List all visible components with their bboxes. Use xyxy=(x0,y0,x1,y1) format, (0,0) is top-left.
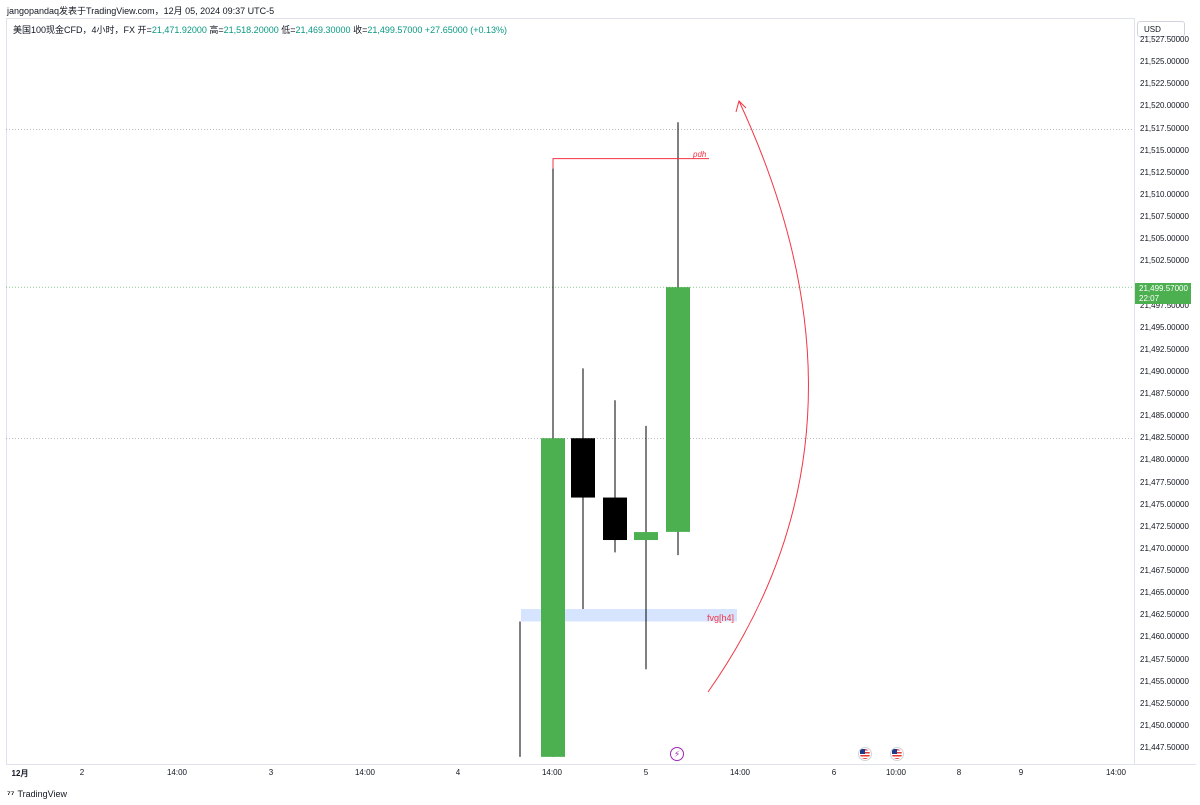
price-tick-label: 21,522.50000 xyxy=(1140,79,1189,89)
price-tick-label: 21,480.00000 xyxy=(1140,455,1189,465)
curved-arrow-head xyxy=(735,100,747,113)
currency-selector[interactable]: USD xyxy=(1137,21,1185,37)
price-tick-label: 21,455.00000 xyxy=(1140,676,1189,686)
candle-body xyxy=(541,438,565,757)
time-tick-label: 4 xyxy=(455,768,461,777)
price-tick-label: 21,477.50000 xyxy=(1140,477,1189,487)
open-value: 21,471.92000 xyxy=(151,25,207,35)
time-tick-label: 10:00 xyxy=(885,768,907,777)
price-tick-label: 21,462.50000 xyxy=(1140,610,1189,620)
price-tick-label: 21,512.50000 xyxy=(1140,167,1189,177)
price-tick-label: 21,520.00000 xyxy=(1140,101,1189,111)
price-tick-label: 21,492.50000 xyxy=(1140,344,1189,354)
price-tick-label: 21,482.50000 xyxy=(1140,433,1189,443)
price-tick-label: 21,495.00000 xyxy=(1140,322,1189,332)
price-tick-label: 21,450.00000 xyxy=(1140,720,1189,730)
price-tick-label: 21,497.50000 xyxy=(1140,300,1189,310)
time-tick-label: 14:00 xyxy=(541,768,563,777)
time-tick-label: 3 xyxy=(268,768,274,777)
chart-plot-area[interactable] xyxy=(6,18,1134,764)
price-tick-label: 21,510.00000 xyxy=(1140,189,1189,199)
tradingview-logo[interactable]: ⁷⁷ TradingView xyxy=(7,789,67,799)
price-tick-label: 21,447.50000 xyxy=(1140,743,1189,752)
time-tick-label: 14:00 xyxy=(166,768,188,777)
tradingview-logo-mark: ⁷⁷ xyxy=(7,789,15,799)
price-tick-label: 21,452.50000 xyxy=(1140,698,1189,708)
price-tick-label: 21,517.50000 xyxy=(1140,123,1189,133)
price-tick-label: 21,460.00000 xyxy=(1140,632,1189,642)
curved-arrow xyxy=(707,100,809,693)
time-tick-label: 14:00 xyxy=(1105,768,1127,777)
publisher-line: jangopandaq发表于TradingView.com，12月 05, 20… xyxy=(7,6,275,16)
pdh-line xyxy=(552,158,709,169)
candle-body xyxy=(666,287,690,532)
price-tick-label: 21,505.00000 xyxy=(1140,234,1189,244)
fvg-label[interactable]: fvg[h4] xyxy=(707,613,735,623)
time-tick-label: 12月 xyxy=(11,769,29,778)
high-value: 21,518.20000 xyxy=(223,25,279,35)
price-tick-label: 21,515.00000 xyxy=(1140,145,1189,155)
candle-body xyxy=(603,497,627,541)
price-tick-label: 21,470.00000 xyxy=(1140,543,1189,553)
symbol-description[interactable]: 美国100现金CFD，4小时，FX xyxy=(13,25,136,35)
change-value: +27.65000 (+0.13%) xyxy=(424,25,507,35)
tradingview-logo-text: TradingView xyxy=(17,789,67,799)
open-label: 开= xyxy=(137,25,152,35)
us-flag-icon[interactable] xyxy=(890,747,904,761)
lightning-icon[interactable]: ⚡ xyxy=(670,747,684,761)
price-tick-label: 21,527.50000 xyxy=(1140,35,1189,44)
pdh-label[interactable]: pdh xyxy=(693,150,707,159)
time-tick-label: 8 xyxy=(956,768,962,777)
price-tick-label: 21,507.50000 xyxy=(1140,212,1189,221)
close-label: 收= xyxy=(353,25,368,35)
price-tick-label: 21,475.00000 xyxy=(1140,499,1189,509)
last-price-tag: 21,499.57000 22:07 xyxy=(1135,283,1191,304)
price-axis[interactable] xyxy=(1134,18,1196,764)
close-value: 21,499.57000 xyxy=(367,25,423,35)
high-label: 高= xyxy=(209,25,224,35)
time-tick-label: 5 xyxy=(643,768,649,777)
us-flag-icon[interactable] xyxy=(858,747,872,761)
candle-body xyxy=(634,532,658,541)
price-tick-label: 21,490.00000 xyxy=(1140,366,1189,376)
bar-countdown: 22:07 xyxy=(1139,294,1160,303)
price-tick-label: 21,485.00000 xyxy=(1140,411,1189,421)
candle-body xyxy=(571,438,595,498)
low-label: 低= xyxy=(281,25,296,35)
fvg-zone xyxy=(521,609,737,622)
price-tick-label: 21,525.00000 xyxy=(1140,57,1189,67)
price-tick-label: 21,457.50000 xyxy=(1140,654,1189,664)
time-tick-label: 14:00 xyxy=(354,768,376,777)
time-tick-label: 2 xyxy=(79,768,85,777)
price-tick-label: 21,472.50000 xyxy=(1140,521,1189,531)
low-value: 21,469.30000 xyxy=(295,25,351,35)
ohlc-legend: 美国100现金CFD，4小时，FX 开=21,471.92000 高=21,51… xyxy=(13,23,507,36)
time-tick-label: 6 xyxy=(831,768,837,777)
price-tick-label: 21,467.50000 xyxy=(1140,566,1189,575)
time-tick-label: 14:00 xyxy=(729,768,751,777)
last-price-value: 21,499.57000 xyxy=(1139,284,1188,293)
price-tick-label: 21,487.50000 xyxy=(1140,389,1189,398)
price-tick-label: 21,502.50000 xyxy=(1140,256,1189,266)
time-axis[interactable] xyxy=(6,764,1196,782)
price-tick-label: 21,465.00000 xyxy=(1140,588,1189,598)
time-tick-label: 9 xyxy=(1018,768,1024,777)
